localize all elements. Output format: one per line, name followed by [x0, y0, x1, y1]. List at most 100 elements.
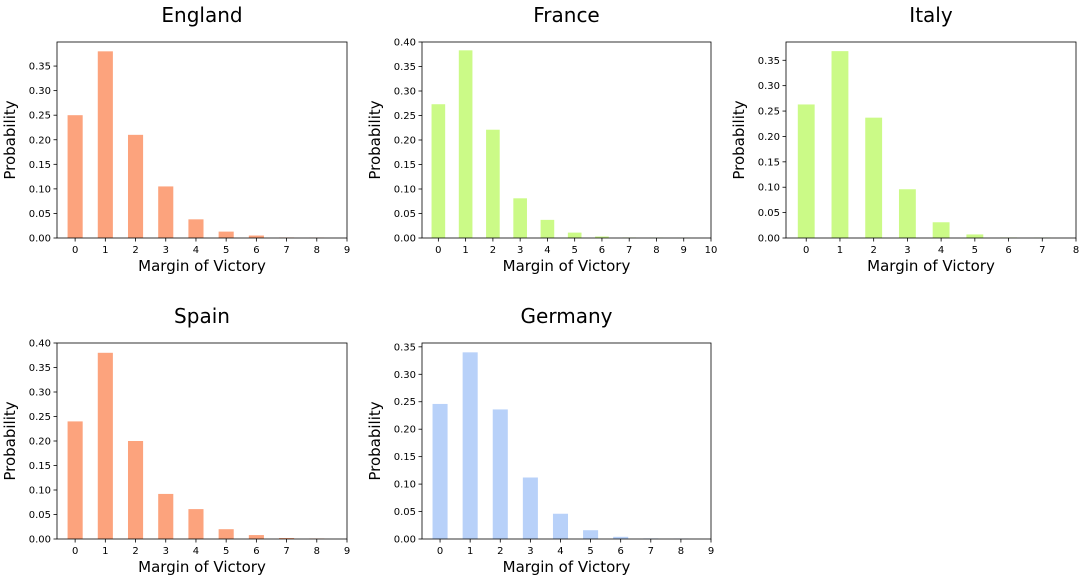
bar [595, 236, 609, 238]
y-tick-label: 0.25 [758, 107, 780, 118]
x-tick-label: 9 [681, 245, 687, 256]
x-tick-label: 8 [314, 245, 320, 256]
x-tick-label: 0 [437, 546, 443, 557]
y-tick-label: 0.15 [758, 157, 780, 168]
bar [188, 219, 204, 238]
bar [966, 234, 984, 238]
bar [492, 409, 508, 539]
x-tick-label: 10 [705, 245, 718, 256]
bar [462, 352, 478, 539]
x-tick-label: 7 [626, 245, 632, 256]
x-axis-label: Margin of Victory [867, 257, 995, 275]
bar [248, 535, 264, 539]
bar [458, 50, 473, 238]
bar [567, 232, 582, 238]
bar [831, 51, 849, 239]
y-tick-label: 0.25 [394, 397, 416, 408]
y-tick-label: 0.00 [29, 535, 51, 546]
x-tick-label: 8 [314, 546, 320, 557]
x-tick-label: 5 [223, 546, 229, 557]
x-tick-label: 6 [599, 245, 605, 256]
x-tick-label: 5 [587, 546, 593, 557]
bar [188, 509, 204, 539]
chart-title: Italy [909, 3, 953, 27]
x-tick-label: 6 [253, 245, 259, 256]
y-tick-label: 0.15 [394, 160, 416, 171]
y-tick-label: 0.15 [29, 461, 51, 472]
y-tick-label: 0.25 [29, 111, 51, 122]
chart-panel-spain: 0 1 2 3 4 5 6 7 8 9 0.00 0.05 0.10 0.15 0.20 0.25 0.30 0.… [1, 304, 350, 576]
x-tick-label: 4 [193, 546, 199, 557]
bar [540, 219, 555, 238]
x-tick-label: 1 [102, 546, 108, 557]
x-tick-label: 2 [132, 245, 138, 256]
bar [158, 493, 174, 539]
x-tick-label: 1 [467, 546, 473, 557]
x-tick-label: 8 [653, 245, 659, 256]
x-tick-label: 0 [72, 546, 78, 557]
x-tick-label: 4 [544, 245, 550, 256]
y-tick-label: 0.35 [29, 62, 51, 73]
x-tick-label: 8 [678, 546, 684, 557]
y-axis-label: Probability [1, 401, 19, 480]
x-tick-label: 3 [527, 546, 533, 557]
y-tick-label: 0.30 [394, 370, 416, 381]
x-tick-label: 0 [435, 245, 441, 256]
x-tick-label: 1 [837, 245, 843, 256]
y-tick-label: 0.10 [29, 184, 51, 195]
x-tick-label: 9 [344, 546, 350, 557]
x-tick-label: 6 [618, 546, 624, 557]
x-tick-label: 2 [870, 245, 876, 256]
y-tick-label: 0.05 [758, 208, 780, 219]
x-tick-label: 2 [490, 245, 496, 256]
x-tick-label: 1 [102, 245, 108, 256]
bar [127, 134, 144, 238]
x-tick-label: 5 [972, 245, 978, 256]
bar [67, 115, 83, 238]
x-tick-label: 4 [938, 245, 944, 256]
x-tick-label: 0 [803, 245, 809, 256]
chart-title: England [161, 3, 242, 27]
y-axis-label: Probability [366, 100, 384, 179]
x-tick-label: 8 [1073, 245, 1079, 256]
chart-panel-england: 0 1 2 3 4 5 6 7 8 9 0.00 0.05 0.10 0.15 0.20 0.25 0.30 0.… [1, 3, 350, 275]
y-tick-label: 0.35 [394, 62, 416, 73]
x-tick-label: 3 [163, 245, 169, 256]
x-tick-label: 0 [72, 245, 78, 256]
y-tick-label: 0.00 [394, 535, 416, 546]
y-tick-label: 0.10 [394, 480, 416, 491]
y-tick-label: 0.00 [394, 234, 416, 245]
x-tick-label: 9 [344, 245, 350, 256]
y-axis-label: Probability [1, 100, 19, 179]
chart-panel-germany: 0 1 2 3 4 5 6 7 8 9 0.00 0.05 0.10 0.15 0.20 0.25 0.30 0.… [366, 304, 714, 576]
chart-title: Germany [521, 304, 613, 328]
bar [932, 222, 950, 238]
bar [248, 235, 264, 238]
y-tick-label: 0.05 [29, 510, 51, 521]
bar [127, 441, 144, 539]
x-tick-label: 7 [283, 245, 289, 256]
x-tick-label: 1 [462, 245, 468, 256]
bar [432, 403, 448, 539]
x-tick-label: 7 [283, 546, 289, 557]
x-axis-label: Margin of Victory [138, 257, 266, 275]
chart-panel-italy: 0 1 2 3 4 5 6 7 8 0.00 0.05 0.10 0.15 0.20 0.25 0.30 0.3… [730, 3, 1079, 275]
y-axis-label: Probability [730, 100, 748, 179]
bar [97, 51, 113, 239]
bar [865, 117, 883, 238]
y-axis-label: Probability [366, 401, 384, 480]
x-axis-label: Margin of Victory [503, 257, 631, 275]
y-tick-label: 0.30 [29, 86, 51, 97]
y-tick-label: 0.35 [29, 363, 51, 374]
y-tick-label: 0.25 [394, 111, 416, 122]
x-axis-label: Margin of Victory [138, 558, 266, 576]
x-tick-label: 5 [223, 245, 229, 256]
y-tick-label: 0.10 [394, 185, 416, 196]
bar [158, 186, 174, 238]
bar [431, 104, 446, 238]
y-tick-label: 0.20 [29, 135, 51, 146]
y-tick-label: 0.20 [394, 136, 416, 147]
x-tick-label: 5 [571, 245, 577, 256]
chart-panel-france: 0 1 2 3 4 5 6 7 8 9 10 0.00 0.05 0.10 0.15 0.20 0.25 0.30… [366, 3, 717, 275]
